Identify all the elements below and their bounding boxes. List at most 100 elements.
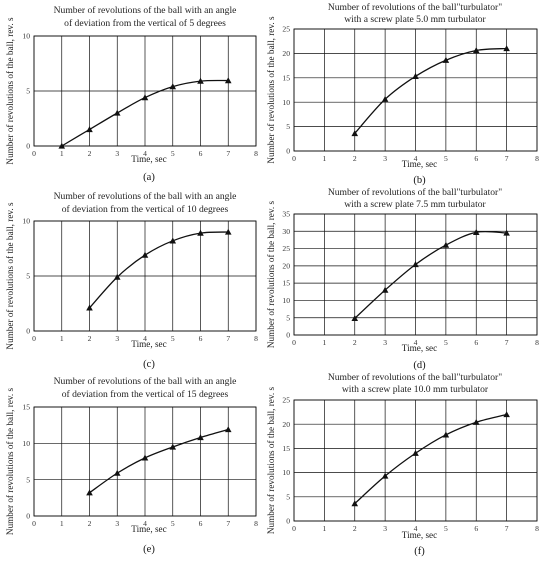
data-point-marker (381, 95, 389, 102)
data-point-marker (381, 286, 389, 293)
data-point-marker (412, 449, 419, 456)
data-point-marker (351, 315, 359, 322)
x-tick-label: 4 (143, 334, 147, 343)
series-line (354, 230, 507, 319)
y-tick-label: 15 (282, 73, 290, 82)
x-tick-label: 8 (535, 524, 539, 533)
y-axis-label: Number of revolutions of the ball, rev. … (5, 388, 15, 536)
data-point-marker (503, 411, 510, 418)
x-tick-label: 7 (226, 519, 230, 528)
chart-title-line: Number of revolutions of the ball with a… (54, 191, 237, 202)
y-tick-label: 5 (26, 87, 30, 96)
chart-title-line: Number of revolutions of the ball with a… (54, 376, 237, 387)
x-tick-label: 3 (383, 524, 387, 533)
plot-frame (33, 35, 257, 147)
x-tick-label: 5 (444, 154, 448, 163)
data-point-marker (442, 431, 450, 438)
chart-panel-e: Number of revolutions of the ball with a… (5, 376, 258, 555)
x-axis-label: Time, sec (131, 524, 166, 534)
x-tick-label: 7 (505, 154, 509, 163)
chart-panel-c: Number of revolutions of the ball with a… (5, 191, 258, 370)
y-tick-label: 5 (26, 272, 30, 281)
chart-title-line: with a screw plate 5.0 mm turbulator (344, 14, 486, 25)
data-point-marker (113, 109, 121, 116)
x-tick-label: 2 (88, 149, 92, 158)
y-tick-label: 0 (26, 512, 30, 521)
x-tick-label: 0 (292, 154, 296, 163)
data-point-marker (351, 500, 359, 507)
data-point-marker (169, 237, 177, 244)
y-tick-label: 20 (282, 49, 290, 58)
x-tick-label: 8 (254, 519, 258, 528)
x-tick-label: 1 (60, 149, 64, 158)
y-tick-label: 0 (26, 142, 30, 151)
y-tick-label: 20 (282, 420, 290, 429)
chart-panel-a: Number of revolutions of the ball with a… (5, 5, 258, 183)
chart-panel-b: Number of revolutions of the ball"turbul… (266, 2, 539, 186)
data-point-marker (224, 77, 232, 84)
plot-frame (293, 213, 538, 336)
y-tick-label: 5 (286, 313, 290, 322)
y-tick-label: 10 (282, 98, 290, 107)
x-tick-label: 2 (353, 338, 357, 347)
data-point-marker (169, 83, 177, 90)
chart-title-line: Number of revolutions of the ball"turbul… (328, 372, 502, 383)
data-point-marker (141, 454, 149, 461)
chart-title-line: with a screw plate 10.0 mm turbulator (342, 384, 489, 395)
y-tick-label: 30 (282, 227, 290, 236)
data-point-marker (472, 47, 480, 54)
data-point-marker (141, 251, 149, 258)
x-tick-label: 6 (199, 149, 203, 158)
x-tick-label: 4 (143, 519, 147, 528)
panel-caption: (d) (413, 360, 426, 371)
x-tick-label: 8 (254, 334, 258, 343)
x-tick-label: 0 (32, 519, 36, 528)
y-tick-label: 25 (282, 25, 290, 34)
panel-caption: (c) (143, 359, 155, 370)
y-axis-label: Number of revolutions of the ball, rev. … (266, 387, 276, 535)
data-point-marker (472, 229, 480, 235)
y-tick-label: 0 (286, 147, 290, 156)
x-axis-label: Time, sec (402, 530, 437, 540)
series-line (89, 231, 229, 309)
x-tick-label: 0 (292, 338, 296, 347)
x-tick-label: 2 (88, 334, 92, 343)
x-tick-label: 3 (115, 519, 119, 528)
y-axis-label: Number of revolutions of the ball, rev. … (266, 16, 276, 164)
panel-caption: (b) (413, 175, 426, 186)
x-tick-label: 4 (414, 154, 418, 163)
data-point-marker (86, 126, 93, 133)
x-tick-label: 4 (414, 338, 418, 347)
data-point-marker (113, 469, 121, 476)
y-tick-label: 15 (22, 403, 30, 412)
x-tick-label: 4 (143, 149, 147, 158)
y-tick-label: 25 (282, 244, 290, 253)
x-tick-label: 1 (322, 524, 326, 533)
x-tick-label: 5 (444, 524, 448, 533)
y-tick-label: 15 (282, 444, 290, 453)
data-point-marker (503, 45, 510, 52)
x-tick-label: 1 (60, 519, 64, 528)
x-tick-label: 1 (60, 334, 64, 343)
y-tick-label: 0 (26, 327, 30, 336)
plot-frame (33, 220, 257, 332)
x-axis-label: Time, sec (131, 339, 166, 349)
data-point-marker (113, 273, 121, 280)
plot-frame (33, 406, 257, 517)
y-tick-label: 10 (22, 217, 30, 226)
data-point-marker (472, 418, 480, 425)
x-tick-label: 8 (254, 149, 258, 158)
chart-title-line: Number of revolutions of the ball"turbul… (328, 187, 502, 198)
x-tick-label: 5 (171, 519, 175, 528)
data-point-marker (197, 229, 204, 236)
x-tick-label: 3 (383, 154, 387, 163)
data-point-marker (381, 472, 389, 479)
x-tick-label: 7 (226, 149, 230, 158)
data-point-marker (58, 142, 66, 149)
chart-title-line: of deviation from the vertical of 5 degr… (64, 18, 226, 29)
series-line (354, 47, 507, 134)
chart-title-line: Number of revolutions of the ball"turbul… (328, 2, 502, 13)
x-tick-label: 1 (322, 154, 326, 163)
plot-frame (293, 28, 538, 152)
